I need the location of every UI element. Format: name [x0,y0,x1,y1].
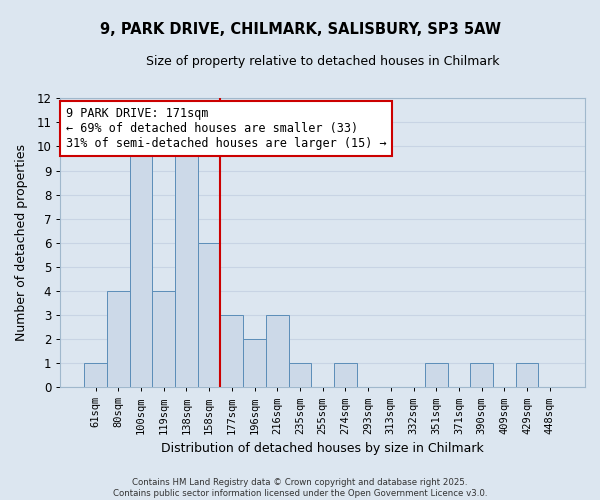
Text: 9, PARK DRIVE, CHILMARK, SALISBURY, SP3 5AW: 9, PARK DRIVE, CHILMARK, SALISBURY, SP3 … [100,22,500,38]
X-axis label: Distribution of detached houses by size in Chilmark: Distribution of detached houses by size … [161,442,484,455]
Text: 9 PARK DRIVE: 171sqm
← 69% of detached houses are smaller (33)
31% of semi-detac: 9 PARK DRIVE: 171sqm ← 69% of detached h… [65,107,386,150]
Bar [425,363,448,387]
Bar [289,363,311,387]
Bar [220,315,243,387]
Bar [470,363,493,387]
Bar [243,339,266,387]
Bar [266,315,289,387]
Bar [175,146,198,387]
Title: Size of property relative to detached houses in Chilmark: Size of property relative to detached ho… [146,55,499,68]
Text: Contains HM Land Registry data © Crown copyright and database right 2025.
Contai: Contains HM Land Registry data © Crown c… [113,478,487,498]
Bar [334,363,357,387]
Bar [130,146,152,387]
Bar [152,291,175,387]
Bar [107,291,130,387]
Bar [84,363,107,387]
Bar [198,242,220,387]
Y-axis label: Number of detached properties: Number of detached properties [15,144,28,341]
Bar [516,363,538,387]
